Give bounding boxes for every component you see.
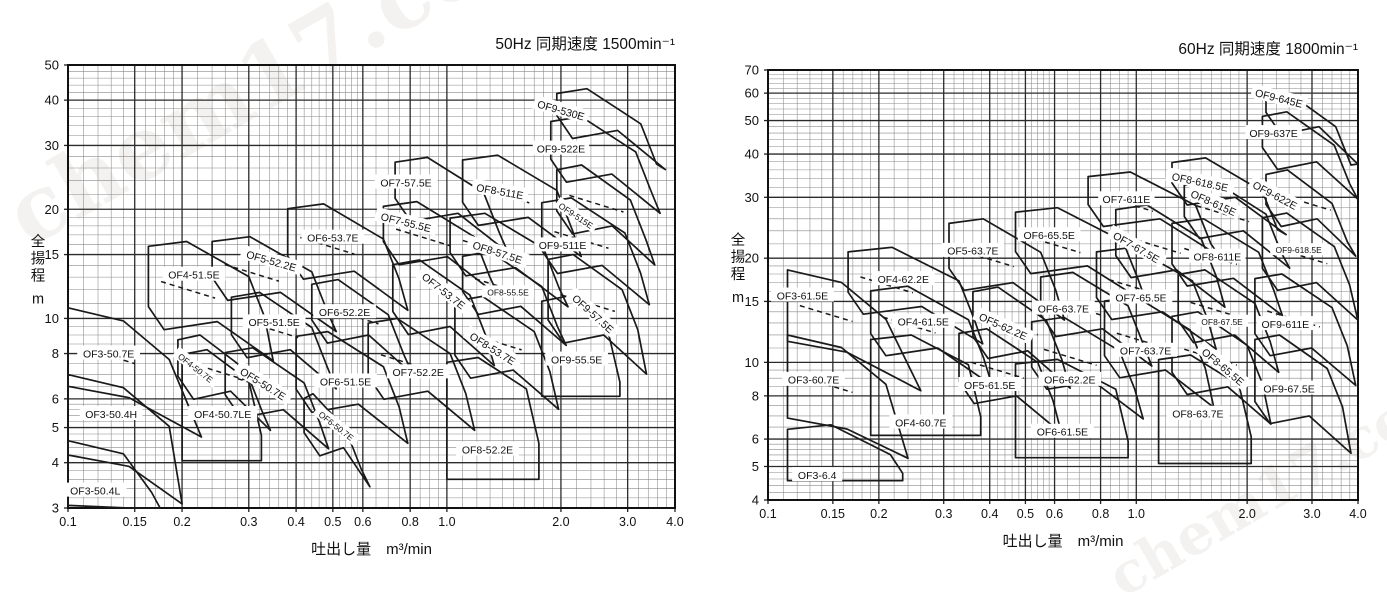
pump-region-label: OF4-50.7LE (188, 405, 258, 421)
pump-region (224, 346, 330, 450)
pump-region-label: OF8-55.5E (482, 285, 534, 297)
y-axis-label: 揚 (31, 251, 46, 268)
pump-model-label: OF6-50.7E (317, 409, 356, 443)
pump-model-label: OF6-53.7E (307, 232, 358, 244)
y-tick-label: 10 (45, 311, 59, 326)
efficiency-split-line (160, 280, 216, 299)
y-tick-label: 15 (45, 247, 59, 262)
x-tick-label: 0.3 (240, 515, 257, 529)
pump-region-label: OF8-52.2E (456, 441, 519, 456)
pump-model-label: OF7-57.5E (380, 177, 431, 189)
y-axis-label: 程 (31, 268, 46, 285)
y-tick-label: 3 (52, 501, 59, 516)
efficiency-split-line (569, 194, 624, 213)
pump-model-label: OF8-55.5E (487, 287, 529, 297)
pump-region-label: OF9-55.5E (545, 351, 608, 366)
pump-region (230, 291, 338, 390)
pump-region-label: OF6-52.2E (313, 304, 376, 319)
pump-model-label: OF9-515E (557, 201, 595, 231)
pump-region (67, 439, 161, 509)
pump-region-label: OF6-53.7E (301, 229, 365, 244)
y-tick-label: 30 (45, 138, 59, 153)
x-tick-label: 0.2 (173, 515, 190, 529)
y-axis-label: 全 (31, 233, 46, 251)
pump-region (391, 259, 496, 367)
pump-region (454, 295, 560, 411)
y-tick-label: 6 (52, 391, 59, 406)
x-tick-label: 3.0 (619, 515, 636, 529)
x-tick-label: 0.1 (59, 515, 76, 529)
pump-model-label: OF9-55.5E (551, 354, 602, 366)
pump-model-label: OF6-51.5E (320, 376, 371, 388)
pump-model-label: OF9-522E (537, 143, 585, 155)
pump-region (147, 240, 275, 362)
pump-region-label: OF7-52.2E (386, 364, 450, 379)
pump-region-label: OF8-57.5E (465, 235, 530, 268)
pump-model-label: OF4-50.7LE (194, 409, 251, 421)
x-tick-label: 4.0 (666, 515, 683, 529)
pump-model-label: OF5-51.5E (248, 317, 299, 329)
y-tick-label: 4 (52, 455, 59, 470)
pump-region (547, 253, 648, 375)
pump-region-label: OF3-50.4L (63, 482, 127, 497)
pump-region-label: OF6-51.5E (314, 373, 377, 388)
pump-region (67, 373, 183, 505)
pump-model-label: OF3-50.7E (83, 348, 134, 360)
pump-region (549, 115, 661, 215)
pump-region-label: OF3-50.7E (77, 345, 140, 360)
pump-region (449, 212, 569, 308)
y-tick-label: 5 (52, 420, 59, 435)
pump-region (446, 356, 540, 481)
pump-model-label: OF4-51.5E (168, 269, 219, 281)
pump-model-label: OF3-50.4L (70, 485, 120, 497)
y-tick-label: 40 (45, 93, 59, 108)
pump-region-label: OF4-51.5E (162, 266, 226, 281)
x-tick-label: 0.15 (123, 515, 147, 529)
pump-region-label: OF9-511E (534, 237, 591, 252)
pump-region-label: OF3-50.4H (79, 405, 143, 421)
pump-region-label: OF9-57.5E (565, 286, 622, 340)
pump-model-label: OF7-52.2E (393, 367, 444, 379)
x-tick-label: 0.4 (287, 515, 304, 529)
efficiency-split-line (224, 263, 279, 282)
pump-model-label: OF8-52.2E (462, 444, 513, 456)
pump-region (295, 330, 409, 445)
pump-model-label: OF8-511E (475, 182, 524, 202)
pump-region (303, 392, 371, 488)
pump-region (177, 334, 272, 432)
x-axis-label: 吐出し量 m³/min (311, 541, 432, 558)
pump-region-label: OF5-51.5E (242, 314, 306, 329)
pump-model-label: OF9-57.5E (569, 293, 615, 336)
pump-region-label: OF8-511E (471, 178, 530, 202)
pump-region (211, 235, 338, 333)
pump-region-label: OF7-57.5E (374, 174, 438, 189)
x-tick-label: 2.0 (552, 515, 569, 529)
efficiency-split-line (395, 228, 451, 247)
pump-region (555, 87, 667, 171)
pump-region (461, 250, 568, 347)
y-axis-unit: m (32, 292, 44, 308)
y-tick-label: 50 (45, 58, 59, 73)
x-tick-label: 0.6 (354, 515, 371, 529)
x-tick-label: 0.8 (401, 515, 418, 529)
x-tick-label: 1.0 (438, 515, 455, 529)
pump-region (461, 154, 583, 258)
pump-model-label: OF9-511E (539, 240, 587, 252)
plot-border (67, 64, 676, 509)
x-tick-label: 0.5 (324, 515, 341, 529)
pump-region (181, 348, 263, 462)
pump-model-label: OF5-50.7E (238, 366, 288, 403)
pump-region (540, 295, 621, 398)
pump-region (67, 306, 203, 438)
chart-title: 50Hz 同期速度 1500min⁻¹ (495, 35, 675, 53)
pump-model-label: OF6-52.2E (319, 307, 370, 319)
pump-model-label: OF3-50.4H (85, 409, 137, 421)
y-tick-label: 8 (52, 346, 59, 361)
y-tick-label: 20 (45, 202, 59, 217)
pump-region-label: OF9-522E (532, 140, 590, 155)
pump-region (394, 156, 509, 254)
pump-region (540, 197, 651, 306)
